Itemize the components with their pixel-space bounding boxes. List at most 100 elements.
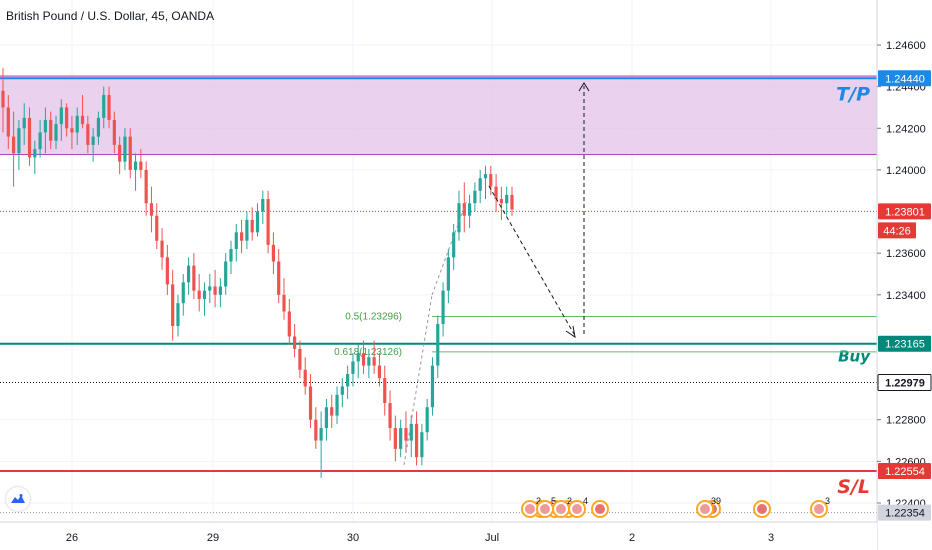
candle bbox=[340, 378, 344, 408]
event-icon: 3 bbox=[810, 496, 830, 518]
candle bbox=[239, 219, 244, 254]
candle-body bbox=[1, 90, 5, 108]
candle-body bbox=[462, 203, 466, 216]
candle bbox=[192, 253, 196, 299]
candle-body bbox=[22, 117, 26, 129]
candle bbox=[133, 153, 138, 191]
candle bbox=[473, 182, 477, 212]
event-flag bbox=[525, 504, 535, 514]
candle-body bbox=[425, 407, 429, 433]
candle bbox=[346, 365, 350, 399]
x-tick-label: 26 bbox=[66, 532, 78, 544]
candle bbox=[314, 407, 318, 449]
candle bbox=[224, 253, 228, 295]
candle-body bbox=[293, 336, 297, 349]
buy-label: Buy bbox=[838, 348, 871, 366]
candle bbox=[112, 111, 116, 154]
candle-body bbox=[271, 244, 276, 262]
candle-body bbox=[165, 257, 169, 285]
candle-body bbox=[139, 161, 143, 170]
price-label-tp: 1.24440 bbox=[878, 70, 931, 87]
candle bbox=[149, 186, 154, 233]
candle-body bbox=[282, 294, 286, 312]
candle-body bbox=[250, 219, 254, 233]
candle bbox=[229, 240, 233, 274]
fib-label: 0.618(1.23126) bbox=[334, 347, 402, 358]
candle-body bbox=[351, 361, 355, 374]
candle-body bbox=[123, 136, 127, 162]
candle-body bbox=[86, 124, 90, 145]
candle bbox=[107, 86, 111, 129]
candle-body bbox=[65, 107, 69, 129]
candle bbox=[213, 269, 217, 308]
candle-body bbox=[361, 353, 366, 366]
candle-body bbox=[441, 290, 445, 324]
candle-body bbox=[96, 117, 101, 137]
candle bbox=[462, 182, 466, 233]
target-arrowhead bbox=[578, 82, 590, 92]
event-count: 4 bbox=[583, 496, 588, 506]
symbol-title: British Pound / U.S. Dollar, 45, OANDA bbox=[6, 9, 215, 23]
candle bbox=[351, 353, 355, 387]
candle bbox=[324, 398, 329, 441]
candle bbox=[186, 257, 191, 295]
price-label-text: 1.23801 bbox=[885, 206, 925, 218]
event-count: 39 bbox=[711, 496, 721, 506]
candle bbox=[489, 165, 493, 195]
candle bbox=[255, 203, 260, 237]
candle bbox=[499, 186, 503, 220]
candle-body bbox=[377, 365, 382, 379]
candle-body bbox=[229, 249, 233, 262]
price-label-text: 1.23165 bbox=[885, 339, 925, 351]
event-icon: 39 bbox=[696, 496, 721, 518]
candle-body bbox=[499, 199, 503, 204]
candle bbox=[27, 107, 32, 166]
candle-body bbox=[399, 428, 403, 449]
candle bbox=[457, 190, 461, 241]
candle-body bbox=[478, 178, 482, 191]
candle-body bbox=[208, 286, 212, 291]
candles-layer bbox=[1, 67, 514, 479]
y-tick-label: 1.23600 bbox=[886, 248, 926, 260]
candle-body bbox=[91, 136, 95, 145]
candle bbox=[160, 228, 164, 270]
candle bbox=[510, 186, 514, 216]
sl-label: S/L bbox=[837, 476, 870, 498]
price-label-text: 1.22354 bbox=[885, 508, 925, 520]
candle bbox=[393, 415, 397, 462]
candle bbox=[319, 411, 323, 479]
candle-body bbox=[383, 378, 387, 404]
tradingview-logo-icon[interactable] bbox=[6, 487, 30, 511]
candle bbox=[356, 344, 360, 379]
candle-body bbox=[446, 257, 450, 291]
candle-body bbox=[133, 161, 138, 170]
candle-body bbox=[245, 219, 249, 241]
y-tick-label: 1.24600 bbox=[886, 40, 926, 52]
candle bbox=[102, 86, 106, 129]
price-label-box bbox=[877, 373, 932, 391]
candle-body bbox=[483, 174, 488, 179]
candle bbox=[165, 244, 169, 295]
candle-body bbox=[59, 107, 63, 125]
candle-body bbox=[202, 290, 207, 299]
candle-body bbox=[107, 94, 111, 120]
candle bbox=[452, 224, 456, 270]
candle bbox=[383, 365, 387, 416]
candle-body bbox=[303, 369, 307, 387]
candle-body bbox=[430, 365, 435, 408]
candle bbox=[181, 274, 185, 316]
candle bbox=[144, 161, 148, 216]
candle-body bbox=[234, 232, 238, 250]
candle-body bbox=[213, 286, 217, 295]
price-label-text: 44:26 bbox=[883, 225, 911, 237]
price-label-text: 1.22979 bbox=[885, 377, 925, 389]
event-flag bbox=[814, 504, 824, 514]
price-label-buy: 1.23165 bbox=[878, 335, 931, 352]
tp-label: T/P bbox=[836, 83, 870, 105]
candle-body bbox=[12, 136, 16, 154]
candle bbox=[271, 232, 276, 274]
y-tick-label: 1.22800 bbox=[886, 415, 926, 427]
economic-events-layer: 2 5 2 4 39 3 bbox=[521, 496, 830, 518]
candle bbox=[218, 278, 222, 308]
